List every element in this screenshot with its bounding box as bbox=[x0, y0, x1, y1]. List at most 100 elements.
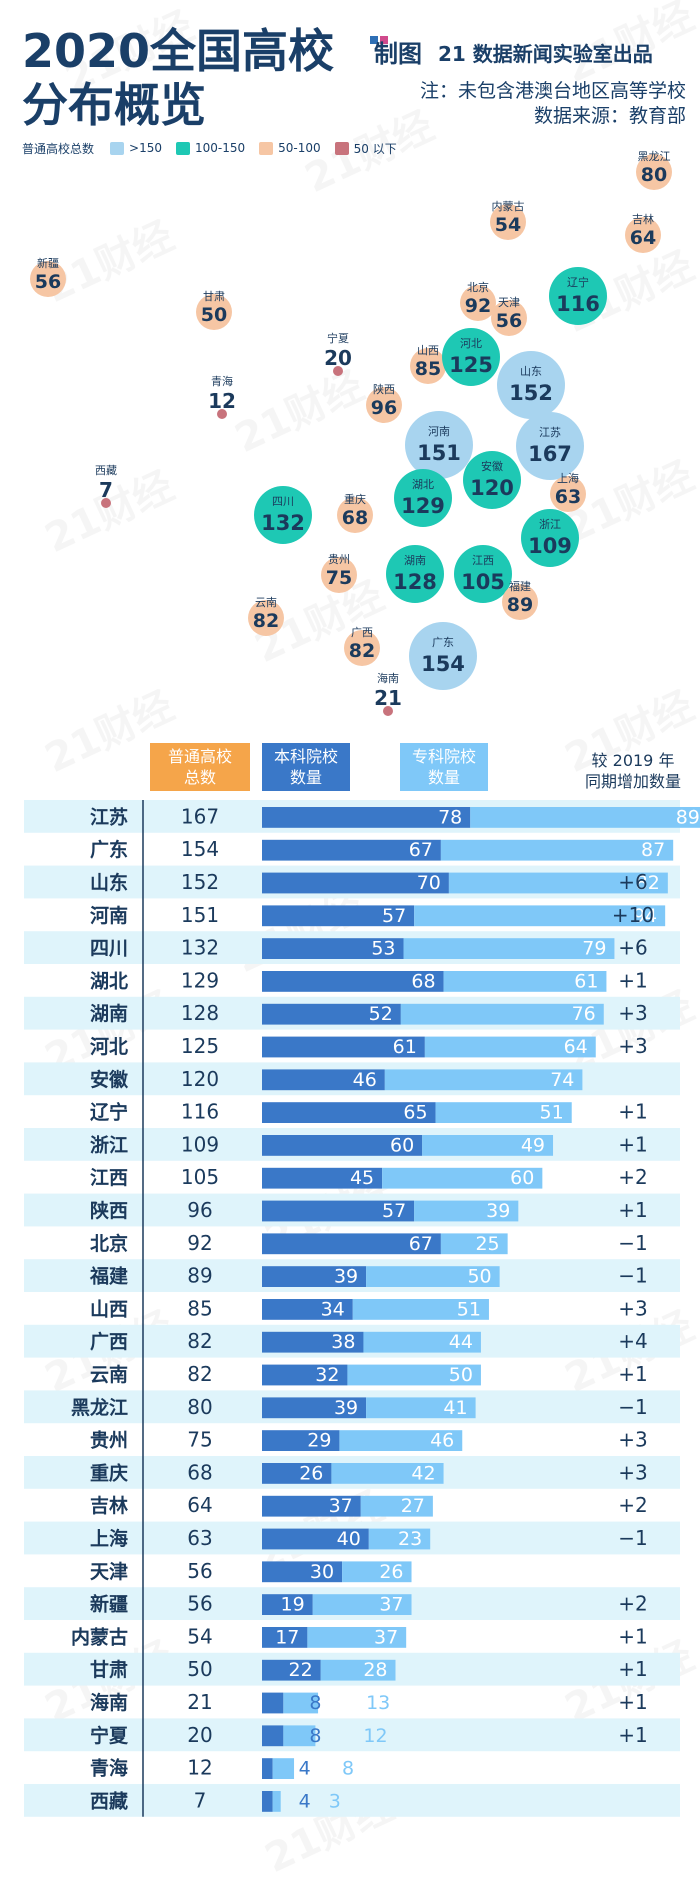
table-row: 西藏 7 4 3 bbox=[24, 1784, 680, 1817]
source-text: 数据来源：教育部 bbox=[533, 105, 686, 127]
total-value: 132 bbox=[181, 936, 219, 960]
total-value: 68 bbox=[187, 1460, 212, 1484]
zhuanke-value: 42 bbox=[411, 1462, 435, 1484]
benke-bar bbox=[262, 1659, 321, 1681]
benke-bar bbox=[262, 1069, 385, 1091]
province-name: 辽宁 bbox=[567, 275, 589, 289]
table-row: 山东 152 70 82+6 bbox=[24, 865, 680, 899]
province-label: 西藏 bbox=[90, 1789, 128, 1812]
benke-value: 57 bbox=[382, 905, 406, 927]
province-total: 151 bbox=[417, 441, 461, 465]
province-name: 广东 bbox=[432, 636, 454, 649]
province-total: 129 bbox=[401, 494, 445, 518]
benke-value: 8 bbox=[309, 1692, 321, 1714]
province-label: 海南 bbox=[90, 1691, 128, 1714]
zhuanke-bar bbox=[366, 1397, 476, 1419]
change-value: +1 bbox=[618, 1100, 647, 1124]
benke-bar bbox=[262, 1102, 436, 1123]
change-value: +1 bbox=[618, 1132, 647, 1156]
province-bubble: 河北 125 bbox=[442, 328, 500, 386]
zhuanke-value: 87 bbox=[641, 839, 665, 861]
change-value: +3 bbox=[618, 1296, 647, 1320]
total-value: 82 bbox=[187, 1362, 212, 1386]
province-name: 江苏 bbox=[539, 426, 561, 439]
province-name: 安徽 bbox=[481, 459, 503, 473]
legend-label: 100-150 bbox=[194, 141, 246, 155]
zhuanke-bar bbox=[414, 905, 666, 927]
zhuanke-value: 3 bbox=[329, 1790, 341, 1812]
zhuanke-bar bbox=[443, 971, 607, 992]
province-name: 新疆 bbox=[37, 256, 59, 270]
province-total: 7 bbox=[99, 478, 113, 502]
zhuanke-bar bbox=[283, 1725, 316, 1747]
province-label: 山西 bbox=[90, 1298, 128, 1320]
benke-value: 4 bbox=[299, 1758, 311, 1780]
change-value: +2 bbox=[618, 1493, 647, 1517]
table-row: 吉林 64 37 27 +2 bbox=[90, 1493, 648, 1517]
zhuanke-bar bbox=[352, 1299, 489, 1320]
province-label: 青海 bbox=[90, 1757, 128, 1780]
benke-bar bbox=[262, 1135, 423, 1156]
chart-credit-logo: 制图 bbox=[370, 36, 422, 68]
total-value: 89 bbox=[187, 1264, 212, 1288]
province-total: 56 bbox=[496, 310, 522, 332]
zhuanke-bar bbox=[272, 1758, 295, 1779]
province-label: 安徽 bbox=[90, 1068, 129, 1091]
benke-value: 60 bbox=[390, 1134, 414, 1156]
zhuanke-value: 26 bbox=[379, 1561, 403, 1583]
benke-value: 26 bbox=[299, 1462, 323, 1484]
change-value: −1 bbox=[618, 1264, 647, 1288]
total-value: 12 bbox=[187, 1756, 212, 1780]
header-total: 普通高校 总数 bbox=[150, 743, 250, 791]
zhuanke-value: 89 bbox=[676, 806, 700, 828]
benke-bar bbox=[262, 1495, 361, 1517]
total-value: 109 bbox=[181, 1132, 219, 1156]
legend-swatch bbox=[259, 141, 274, 155]
province-name: 江西 bbox=[472, 554, 494, 567]
legend-label: 50-100 bbox=[278, 141, 321, 155]
province-total: 75 bbox=[326, 567, 352, 589]
zhuanke-value: 8 bbox=[342, 1758, 354, 1780]
title-line-2: 分布概览 bbox=[22, 78, 206, 132]
province-circle bbox=[410, 348, 446, 384]
benke-value: 53 bbox=[371, 938, 395, 960]
benke-value: 34 bbox=[321, 1298, 345, 1320]
province-label: 贵州 bbox=[90, 1430, 128, 1452]
total-value: 64 bbox=[187, 1493, 212, 1517]
table-row: 福建 89 39 50 −1 bbox=[24, 1259, 680, 1292]
province-circle bbox=[442, 328, 500, 386]
benke-value: 19 bbox=[281, 1594, 305, 1616]
table-row: 重庆 68 26 42 +3 bbox=[24, 1456, 680, 1489]
legend-swatch bbox=[175, 141, 190, 155]
province-total: 63 bbox=[555, 486, 581, 508]
zhuanke-value: 79 bbox=[582, 938, 606, 960]
benke-bar bbox=[262, 1299, 353, 1320]
benke-value: 40 bbox=[337, 1528, 361, 1550]
benke-bar bbox=[262, 1725, 284, 1747]
total-value: 96 bbox=[187, 1198, 212, 1222]
benke-bar bbox=[262, 1692, 284, 1714]
table-row: 贵州 75 29 46 +3 bbox=[90, 1428, 648, 1452]
change-value: −1 bbox=[618, 1231, 647, 1255]
table-row: 四川 132 53 79 +6 bbox=[24, 931, 680, 964]
total-value: 167 bbox=[181, 804, 219, 828]
province-circle bbox=[405, 411, 473, 479]
province-total: 85 bbox=[415, 358, 441, 380]
province-label: 江西 bbox=[90, 1167, 128, 1189]
province-bubble: 湖北 129 bbox=[394, 469, 452, 527]
benke-bar bbox=[262, 807, 471, 828]
zhuanke-bar bbox=[448, 872, 668, 894]
province-total: 82 bbox=[253, 610, 279, 632]
province-circle bbox=[248, 600, 284, 636]
zhuanke-bar bbox=[422, 1135, 554, 1156]
province-label: 天津 bbox=[90, 1560, 128, 1583]
table-row: 天津 56 30 26 bbox=[90, 1559, 412, 1583]
benke-value: 68 bbox=[411, 970, 435, 992]
province-total: 50 bbox=[201, 304, 227, 326]
zhuanke-bar bbox=[363, 1331, 481, 1353]
